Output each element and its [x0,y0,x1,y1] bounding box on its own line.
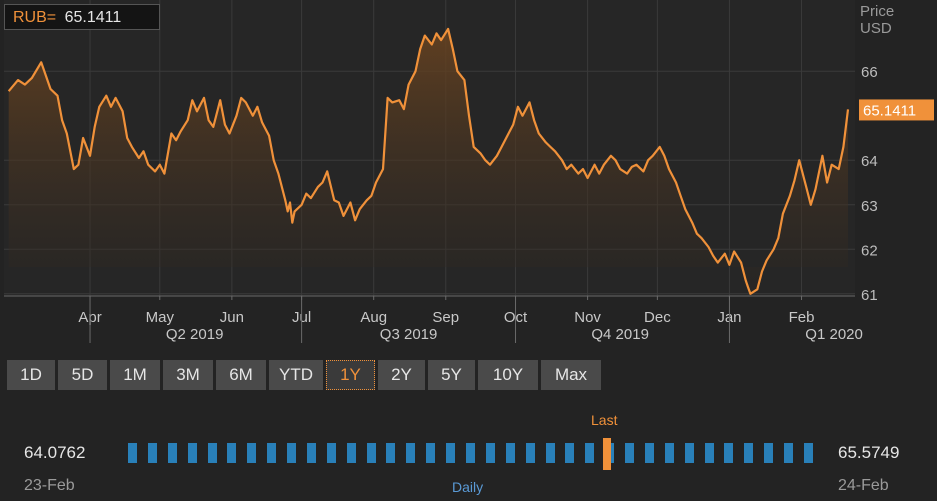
range-tick [804,443,813,463]
range-5d-button[interactable]: 5D [58,360,107,390]
range-tick [505,443,515,463]
range-tick [784,443,794,463]
y-tick-label: 63 [861,198,878,215]
range-selector: 1D 5D 1M 3M 6M YTD 1Y 2Y 5Y 10Y Max [7,360,601,390]
x-month-label: Aug [360,309,387,326]
price-axis-header-line1: Price [860,3,895,20]
range-2y-button[interactable]: 2Y [378,360,425,390]
y-tick-label: 62 [861,242,878,259]
ticker-value: 65.1411 [64,9,122,26]
range-tick [147,443,157,463]
x-month-label: Nov [574,309,601,326]
range-tick [664,443,674,463]
x-month-label: Feb [789,309,815,326]
range-tick [585,443,595,463]
x-month-label: Jun [220,309,244,326]
range-6m-button[interactable]: 6M [216,360,266,390]
range-tick [466,443,475,463]
range-tick-bar[interactable] [128,438,813,470]
range-tick [565,443,575,463]
range-tick [326,443,336,463]
price-axis-header-line2: USD [860,20,892,37]
range-tick [267,443,277,463]
range-tick [684,443,694,463]
range-ytd-button[interactable]: YTD [269,360,323,390]
range-start-date: 23-Feb [24,477,75,494]
interval-label[interactable]: Daily [452,479,484,495]
x-month-label: Dec [644,309,671,326]
price-line [7,27,850,295]
range-tick [485,443,495,463]
x-month-label: May [146,309,175,326]
range-3m-button[interactable]: 3M [163,360,213,390]
range-tick [287,443,297,463]
range-low-value: 64.0762 [24,443,86,462]
price-area [8,28,848,294]
range-tick [306,443,316,463]
range-tick [346,443,356,463]
range-tick [187,443,197,463]
range-tick [525,443,535,463]
y-tick-label: 61 [861,287,878,304]
range-1d-button[interactable]: 1D [7,360,55,390]
last-price-tag [859,99,934,121]
price-axis-header: Price USD [860,3,894,37]
y-tick-label: 66 [861,64,878,81]
range-tick [446,443,456,463]
last-price-marker [602,438,611,470]
range-tick [764,443,774,463]
range-tick [247,443,257,463]
ticker-symbol: RUB= [13,9,57,26]
range-tick [545,443,555,463]
range-end-date: 24-Feb [838,477,889,494]
x-quarter-label: Q3 2019 [380,326,438,343]
range-tick [128,443,137,463]
range-tick [207,443,217,463]
range-tick [366,443,376,463]
x-quarter-label: Q1 2020 [805,326,863,343]
range-tick [386,443,396,463]
range-10y-button[interactable]: 10Y [478,360,538,390]
range-tick [625,443,635,463]
range-max-button[interactable]: Max [541,360,601,390]
range-tick [227,443,237,463]
range-tick [644,443,654,463]
range-tick [426,443,436,463]
range-tick [744,443,754,463]
range-tick [724,443,734,463]
price-chart[interactable]: 61 62 63 64 66 Apr May Jun Jul Aug Sep Oct Nov Dec Jan… [0,0,937,352]
x-month-label: Sep [432,309,459,326]
range-tick [167,443,177,463]
x-quarter-label: Q2 2019 [166,326,224,343]
range-high-value: 65.5749 [838,443,900,462]
y-tick-label: 64 [861,153,878,170]
range-tick [406,443,416,463]
last-price-tag-text: 65.1411 [863,102,916,119]
x-quarter-label: Q4 2019 [591,326,649,343]
ticker-box: RUB= 65.1411 [4,4,160,30]
range-tick [704,443,714,463]
last-marker-label: Last [591,412,618,428]
range-1m-button[interactable]: 1M [110,360,160,390]
range-1y-button[interactable]: 1Y [326,360,375,390]
range-5y-button[interactable]: 5Y [428,360,475,390]
